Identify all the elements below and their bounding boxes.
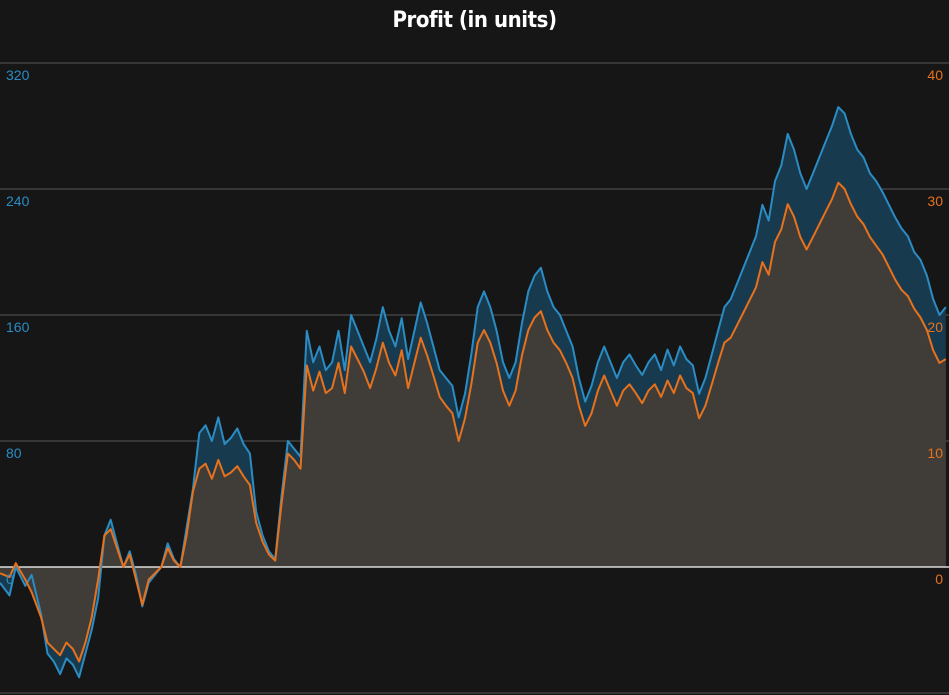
y-right-tick-label: 20 — [927, 319, 943, 335]
y-right-tick-label: 40 — [927, 67, 943, 83]
chart-title: Profit (in units) — [392, 8, 557, 33]
y-left-tick-label: 320 — [6, 67, 30, 83]
y-left-tick-label: 0 — [6, 571, 14, 587]
series-a-line — [0, 106, 947, 679]
series-b-line — [0, 181, 947, 663]
y-left-tick-label: 80 — [6, 445, 22, 461]
y-right-tick-label: 0 — [935, 571, 943, 587]
y-right-tick-label: 10 — [927, 445, 943, 461]
y-right-tick-label: 30 — [927, 193, 943, 209]
series-b-area — [0, 182, 946, 662]
y-left-tick-label: 240 — [6, 193, 30, 209]
y-left-tick-label: 160 — [6, 319, 30, 335]
